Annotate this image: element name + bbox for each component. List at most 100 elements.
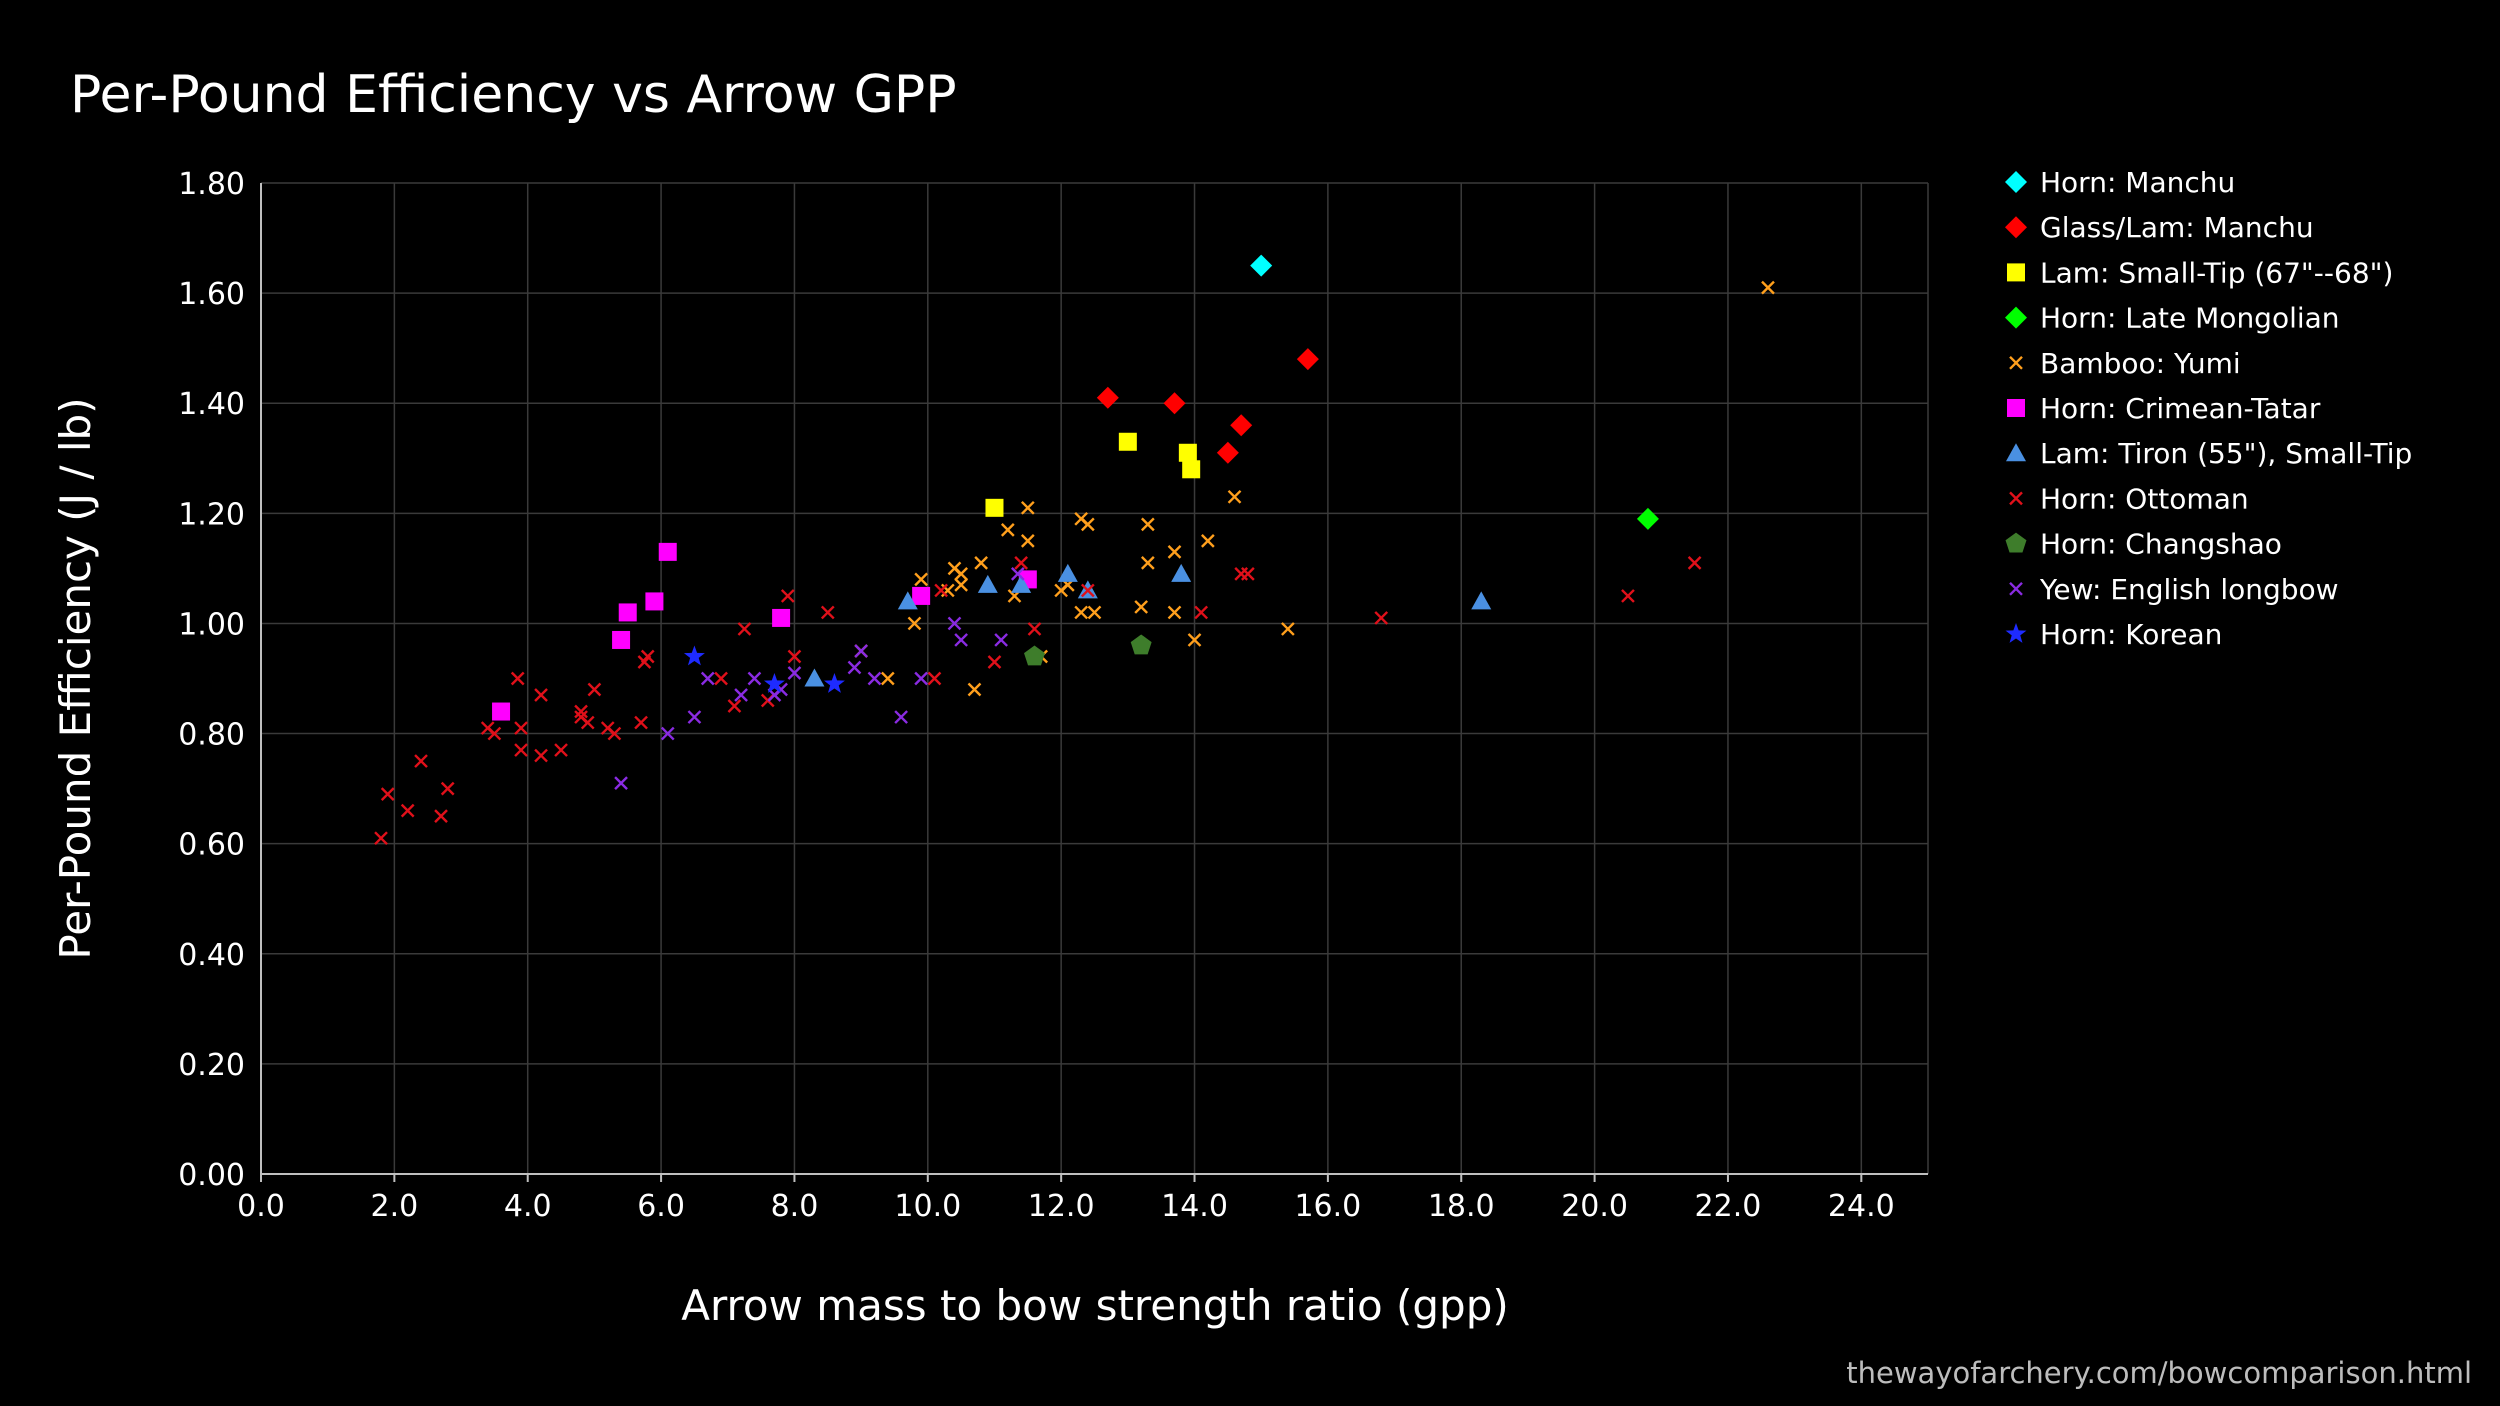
data-point xyxy=(1167,605,1182,620)
data-points xyxy=(374,254,1775,846)
data-point xyxy=(658,542,677,561)
x-tick-label: 24.0 xyxy=(1828,1189,1895,1224)
y-tick-label: 0.80 xyxy=(178,718,245,753)
x-tick-label: 16.0 xyxy=(1294,1189,1361,1224)
data-point xyxy=(434,809,448,823)
y-tick-label: 1.00 xyxy=(178,607,245,642)
data-point xyxy=(894,710,908,724)
data-point xyxy=(1010,567,1025,581)
legend-label: Horn: Manchu xyxy=(2040,166,2235,199)
legend-label: Horn: Korean xyxy=(2040,618,2222,651)
data-point xyxy=(640,649,655,664)
data-point xyxy=(414,754,428,768)
data-point xyxy=(737,622,752,636)
legend-marker xyxy=(2005,306,2027,329)
data-point xyxy=(1014,556,1028,570)
legend-label: Yew: English longbow xyxy=(2039,573,2339,606)
data-point xyxy=(1134,600,1149,614)
data-point xyxy=(1020,534,1035,548)
data-point xyxy=(1234,567,1249,581)
data-point xyxy=(440,781,455,796)
data-point xyxy=(1194,605,1209,620)
data-point xyxy=(1020,500,1035,515)
data-point xyxy=(747,671,762,686)
y-tick-labels: 0.00 0.20 0.40 0.60 0.80 1.00 1.20 1.40 1.60 1.80 xyxy=(178,167,245,1193)
y-tick-label: 0.40 xyxy=(178,938,245,973)
legend-label: Horn: Changshao xyxy=(2040,528,2282,561)
x-tick-label: 12.0 xyxy=(1028,1189,1095,1224)
data-point xyxy=(1171,563,1192,582)
x-tick-label: 18.0 xyxy=(1428,1189,1495,1224)
data-point xyxy=(1178,443,1197,462)
legend-marker xyxy=(2009,581,2023,596)
data-point xyxy=(974,556,988,570)
x-tick-label: 20.0 xyxy=(1561,1189,1628,1224)
data-point xyxy=(400,803,415,818)
data-point xyxy=(947,616,962,631)
data-point xyxy=(1080,583,1095,598)
data-point xyxy=(1027,622,1042,636)
data-point xyxy=(985,498,1004,517)
data-point xyxy=(1163,392,1186,415)
data-point xyxy=(1374,611,1389,625)
legend-marker xyxy=(2005,171,2027,193)
y-tick-label: 0.00 xyxy=(178,1158,245,1193)
data-point xyxy=(645,592,664,611)
data-point xyxy=(714,671,728,686)
grid xyxy=(261,182,1929,1174)
data-point xyxy=(763,673,785,693)
x-tick-label: 14.0 xyxy=(1161,1189,1228,1224)
data-point xyxy=(700,671,715,686)
data-point xyxy=(772,608,791,627)
data-point xyxy=(1636,507,1659,530)
data-point xyxy=(1130,634,1152,655)
data-point xyxy=(847,660,862,675)
data-point xyxy=(1011,574,1032,593)
data-point xyxy=(954,633,968,647)
data-point xyxy=(554,743,568,757)
legend-label: Horn: Late Mongolian xyxy=(2040,302,2340,335)
legend-label: Horn: Ottoman xyxy=(2040,482,2249,515)
data-point xyxy=(734,688,748,702)
data-point xyxy=(804,668,825,687)
data-point xyxy=(787,649,802,664)
data-point xyxy=(934,583,948,598)
legend-marker xyxy=(2005,216,2027,239)
data-point xyxy=(1182,460,1201,479)
data-point xyxy=(1187,633,1202,647)
data-point xyxy=(1761,280,1775,295)
data-point xyxy=(823,673,845,693)
data-point xyxy=(487,726,502,741)
data-point xyxy=(907,616,922,631)
legend-marker xyxy=(2009,491,2023,506)
data-point xyxy=(1201,534,1215,548)
x-tick-labels: 0.0 2.0 4.0 6.0 8.0 10.0 12.0 14.0 16.0 18.0 20.0 2… xyxy=(237,1189,1895,1224)
data-point xyxy=(510,671,525,686)
legend-label: Lam: Small-Tip (67"--68") xyxy=(2040,256,2393,289)
legend-label: Bamboo: Yumi xyxy=(2040,347,2241,380)
y-tick-label: 1.60 xyxy=(178,277,245,312)
x-tick-label: 2.0 xyxy=(371,1189,419,1224)
data-point xyxy=(727,699,742,713)
data-point xyxy=(660,726,675,741)
data-point xyxy=(683,645,705,666)
data-point xyxy=(820,605,835,620)
data-point xyxy=(1250,254,1273,277)
chart-title: Per-Pound Efficiency vs Arrow GPP xyxy=(70,65,957,125)
data-point xyxy=(492,702,511,721)
data-point xyxy=(967,682,982,697)
data-point xyxy=(1140,517,1155,532)
legend-label: Horn: Crimean-Tatar xyxy=(2040,392,2321,425)
data-point xyxy=(914,572,928,587)
y-tick-label: 1.40 xyxy=(178,387,245,422)
data-point xyxy=(1230,414,1253,437)
data-point xyxy=(1096,386,1119,409)
data-point xyxy=(534,688,548,702)
data-point xyxy=(780,589,795,603)
data-point xyxy=(1621,589,1635,603)
data-point xyxy=(1281,622,1295,636)
legend-marker xyxy=(2005,532,2027,553)
legend-marker xyxy=(2006,443,2026,462)
data-point xyxy=(954,578,968,592)
